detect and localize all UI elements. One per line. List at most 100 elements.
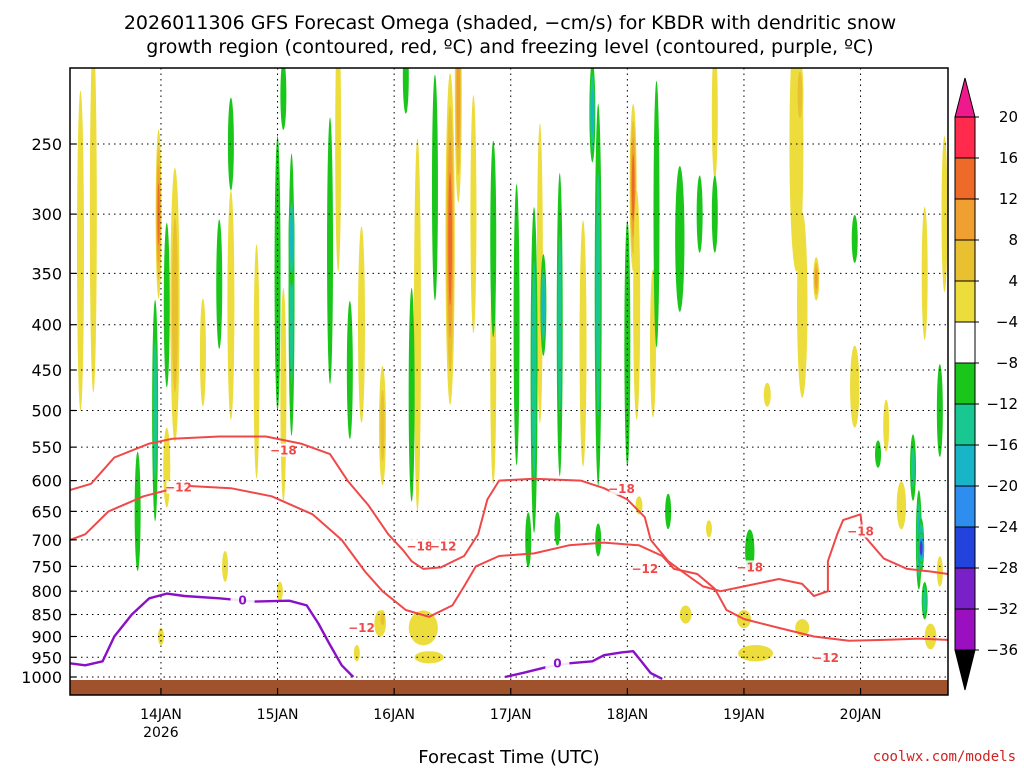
omega-shade-band: [448, 172, 452, 306]
omega-shade-band: [922, 587, 927, 614]
colorbar-top-arrow: [954, 77, 976, 118]
omega-feature-84: [921, 581, 928, 620]
omega-feature-77: [851, 214, 858, 263]
omega-feature-63: [540, 254, 547, 356]
omega-shade-band: [280, 68, 287, 130]
dgz-extra-label-bg: [431, 539, 456, 553]
omega-shade-band: [633, 190, 641, 420]
chart-title-line-1: 2026011306 GFS Forecast Omega (shaded, −…: [124, 12, 896, 34]
omega-shade-band: [653, 80, 660, 348]
colorbar-label: −8: [996, 354, 1018, 372]
omega-feature-60: [490, 140, 497, 338]
omega-feature-40: [679, 605, 692, 624]
omega-shade-band: [875, 440, 882, 468]
omega-feature-0: [76, 90, 84, 411]
omega-shade-band: [711, 68, 718, 180]
dgz-extra-label-bg: [737, 560, 762, 574]
omega-feature-78: [875, 440, 882, 468]
y-tick-label: 800: [31, 582, 62, 601]
y-tick-label: 550: [31, 438, 62, 457]
dgz-extra-label-3: −12: [631, 562, 658, 576]
omega-feature-79: [910, 434, 917, 501]
colorbar-swatch: [954, 403, 976, 446]
colorbar-swatch: [954, 280, 976, 323]
dgz-extra-label-5: −18: [847, 525, 874, 539]
chart-title-line-2: growth region (contoured, red, ºC) and f…: [146, 36, 873, 58]
omega-feature-86: [280, 68, 287, 130]
omega-feature-25: [813, 257, 820, 301]
omega-feature-51: [134, 451, 141, 571]
colorbar-label: −36: [986, 641, 1018, 659]
colorbar: 20 16 12 8 4 −4 −8 −12 −16 −20 −24 −28 −32 −36: [954, 77, 1018, 691]
omega-shade-band: [353, 645, 360, 662]
dgz-extra-label-1: −12: [430, 539, 457, 553]
y-tick-label: 450: [31, 361, 62, 380]
colorbar-swatch: [954, 157, 976, 200]
y-axis: 250 300 350 400 450 500 550 600 650 700 750 800 850 9…: [21, 135, 76, 687]
omega-shade-band: [738, 645, 774, 662]
omega-feature-27: [883, 399, 890, 452]
omega-shade-band: [679, 605, 692, 624]
y-tick-label: 950: [31, 648, 62, 667]
colorbar-swatch: [954, 239, 976, 282]
colorbar-swatch: [954, 321, 976, 364]
y-tick-label: 1000: [21, 668, 62, 687]
omega-feature-56: [327, 117, 334, 384]
omega-shade-band: [157, 627, 164, 646]
y-tick-label: 350: [31, 264, 62, 283]
omega-shade-band: [595, 173, 601, 417]
y-tick-label: 750: [31, 557, 62, 576]
colorbar-label: −4: [996, 313, 1018, 331]
omega-feature-17: [579, 220, 587, 467]
omega-shade-band: [579, 220, 587, 467]
omega-feature-46: [896, 481, 907, 530]
omega-shade-band: [883, 399, 890, 452]
omega-feature-50: [163, 222, 170, 388]
x-axis-title: Forecast Time (UTC): [418, 747, 599, 768]
omega-shade-band: [335, 68, 342, 272]
x-tick-label: 16JAN: [373, 707, 415, 723]
x-tick-label: 18JAN: [606, 707, 648, 723]
omega-feature-4: [199, 298, 206, 407]
omega-shade-band: [216, 219, 223, 349]
omega-feature-21: [711, 68, 718, 180]
omega-shade-band: [797, 71, 803, 119]
omega-feature-58: [408, 288, 415, 502]
omega-shade-band: [554, 511, 561, 546]
omega-shade-band: [763, 382, 771, 407]
colorbar-label: −24: [986, 518, 1018, 536]
omega-feature-70: [696, 175, 703, 253]
omega-shade-band: [911, 447, 915, 488]
omega-shade-band: [542, 283, 545, 327]
omega-feature-75: [554, 511, 561, 546]
omega-shade-band: [921, 206, 928, 340]
omega-shade-band: [346, 300, 353, 440]
omega-feature-19: [633, 190, 641, 420]
y-tick-label: 300: [31, 205, 62, 224]
dgz-extra-label-bg: [407, 539, 432, 553]
omega-feature-82: [918, 531, 925, 565]
freezing-level-contour-1: [504, 650, 663, 680]
omega-feature-23: [796, 68, 804, 130]
omega-feature-68: [653, 80, 660, 348]
x-axis: 14JAN 15JAN 16JAN 17JAN 18JAN 19JAN 20JAN: [140, 688, 881, 723]
colorbar-swatch: [954, 608, 976, 651]
omega-shade-band: [850, 345, 860, 428]
x-tick-label: 15JAN: [257, 707, 299, 723]
omega-feature-24: [797, 212, 808, 398]
dgz-extra-label-4: −18: [736, 560, 763, 574]
y-tick-label: 500: [31, 402, 62, 421]
omega-shade-band: [456, 68, 461, 149]
dgz-extra-label-bg: [848, 524, 873, 538]
omega-feature-1: [89, 68, 97, 393]
omega-feature-28: [921, 206, 928, 340]
colorbar-label: −32: [986, 600, 1018, 618]
omega-feature-59: [431, 74, 438, 301]
colorbar-swatch: [954, 444, 976, 487]
omega-feature-5: [227, 190, 235, 420]
omega-shade-band: [163, 222, 170, 388]
dgz-extra-label-7: −12: [348, 621, 375, 635]
omega-feature-66: [589, 68, 596, 163]
omega-feature-12: [445, 73, 455, 405]
